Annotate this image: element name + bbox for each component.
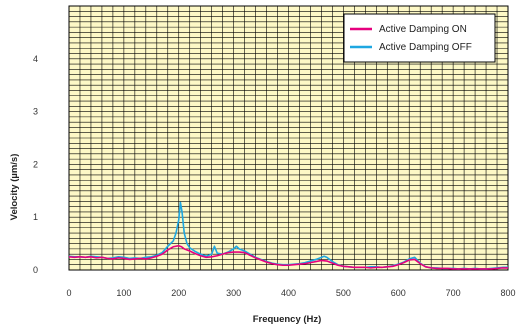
x-axis-label: Frequency (Hz): [253, 314, 322, 325]
x-tick-label: 400: [281, 288, 296, 298]
x-tick-label: 700: [446, 288, 461, 298]
y-tick-label: 2: [33, 159, 38, 169]
x-tick-label: 100: [116, 288, 131, 298]
x-tick-label: 600: [391, 288, 406, 298]
series-layer: [68, 201, 508, 270]
y-tick-label: 1: [33, 212, 38, 222]
legend-label-off: Active Damping OFF: [379, 42, 472, 53]
y-tick-labels: 0 1 2 3 4: [33, 54, 38, 275]
plot-frame: [68, 5, 509, 271]
x-tick-label: 200: [171, 288, 186, 298]
series-line-damping-on: [68, 244, 508, 270]
x-tick-label: 300: [226, 288, 241, 298]
legend: Active Damping ON Active Damping OFF: [343, 13, 496, 63]
y-tick-label: 3: [33, 107, 38, 117]
y-tick-label: 4: [33, 54, 38, 64]
y-tick-label: 0: [33, 265, 38, 275]
legend-label-on: Active Damping ON: [379, 24, 467, 35]
x-tick-label: 800: [500, 288, 515, 298]
y-axis-label: Velocity (µm/s): [9, 154, 20, 221]
x-tick-labels: 0 100 200 300 400 500 600 700 800: [66, 288, 515, 298]
legend-box: [343, 13, 496, 63]
x-tick-label: 500: [336, 288, 351, 298]
x-tick-label: 0: [66, 288, 71, 298]
